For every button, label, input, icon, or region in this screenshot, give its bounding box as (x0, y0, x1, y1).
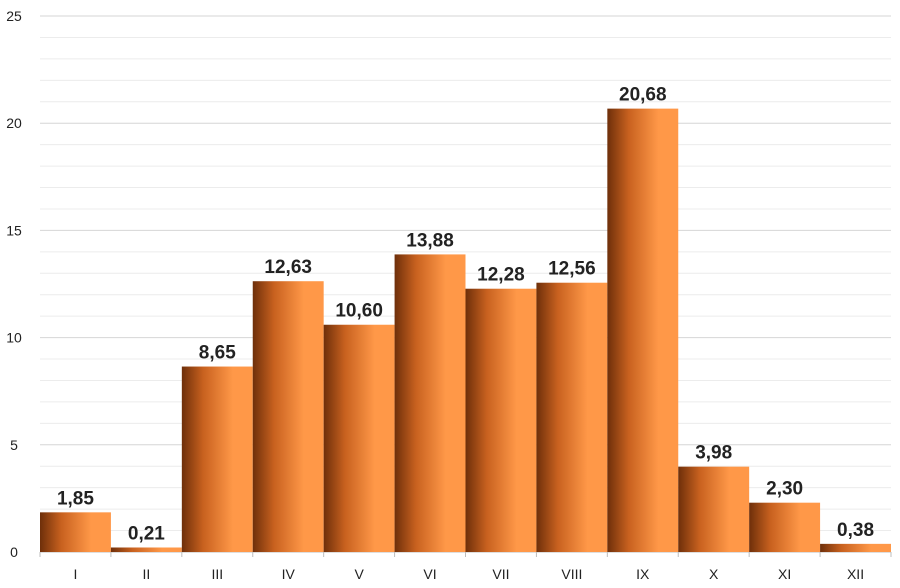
bar-VIII (536, 282, 608, 552)
y-tick-label: 5 (10, 437, 18, 453)
bar-II (110, 547, 182, 552)
data-label-XII: 0,38 (837, 520, 874, 541)
x-tick-label-VIII: VIII (561, 566, 582, 582)
x-tick-label-II: II (142, 566, 150, 582)
bars (40, 108, 891, 553)
data-label-III: 8,65 (199, 343, 236, 364)
y-tick-label: 15 (6, 222, 22, 238)
data-label-VIII: 12,56 (548, 259, 596, 280)
x-tick-label-V: V (354, 566, 364, 582)
x-tick-label-VII: VII (492, 566, 509, 582)
bar-XII (820, 543, 891, 552)
data-label-XI: 2,30 (766, 479, 803, 500)
x-tick-label-XII: XII (847, 566, 864, 582)
data-label-II: 0,21 (128, 523, 165, 544)
bar-I (40, 512, 111, 552)
bar-V (323, 324, 395, 552)
data-label-I: 1,85 (57, 488, 94, 509)
data-label-VII: 12,28 (477, 265, 525, 286)
bar-IX (607, 108, 679, 553)
bar-XI (749, 502, 821, 552)
x-tick-label-IX: IX (636, 566, 650, 582)
x-tick-label-I: I (74, 566, 78, 582)
data-labels: 1,85 0,21 8,65 12,63 10,60 13,88 12,28 12,56 20,… (57, 85, 874, 545)
data-label-VI: 13,88 (406, 230, 454, 251)
bar-X (678, 466, 750, 552)
x-tick-label-XI: XI (778, 566, 791, 582)
y-tick-label: 20 (6, 115, 22, 131)
data-label-IX: 20,68 (619, 85, 667, 106)
data-label-X: 3,98 (695, 443, 732, 464)
x-tick-label-VI: VI (423, 566, 436, 582)
y-tick-label: 0 (10, 544, 18, 560)
x-tick-label-III: III (211, 566, 223, 582)
bar-III (181, 366, 253, 552)
data-label-V: 10,60 (335, 301, 383, 322)
data-label-IV: 12,63 (264, 257, 312, 278)
bar-VI (394, 254, 466, 553)
x-tick-label-IV: IV (282, 566, 296, 582)
x-tick-label-X: X (709, 566, 719, 582)
bar-VII (465, 288, 537, 552)
bar-IV (252, 281, 324, 552)
y-tick-label: 10 (6, 330, 22, 346)
y-tick-label: 25 (6, 8, 22, 24)
